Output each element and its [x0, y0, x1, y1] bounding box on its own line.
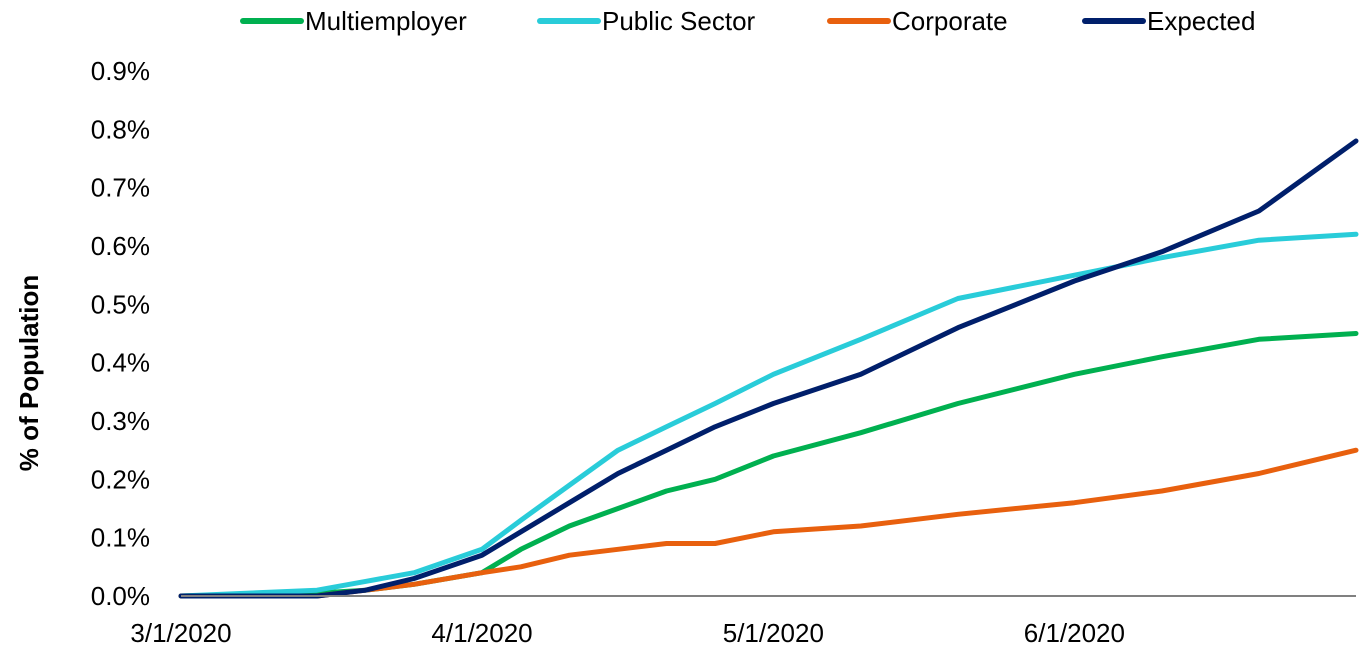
series-line-corporate — [178, 447, 1359, 599]
y-tick-label: 0.5% — [91, 289, 150, 319]
legend: Multiemployer Public Sector Corporate Expec… — [240, 6, 1255, 36]
x-tick-label: 6/1/2020 — [1024, 618, 1125, 648]
y-tick-label: 0.6% — [91, 231, 150, 261]
series-line-multiemployer — [178, 331, 1359, 599]
x-tick-label: 5/1/2020 — [723, 618, 824, 648]
legend-label: Multiemployer — [305, 6, 467, 36]
series-lines — [178, 138, 1359, 599]
series-line-expected — [178, 138, 1359, 599]
x-tick-label: 3/1/2020 — [130, 618, 231, 648]
series-line-public-sector — [178, 231, 1359, 599]
legend-item-corporate: Corporate — [827, 6, 1008, 36]
y-tick-label: 0.8% — [91, 114, 150, 144]
legend-item-public-sector: Public Sector — [537, 6, 756, 36]
y-tick-label: 0.7% — [91, 173, 150, 203]
y-tick-label: 0.4% — [91, 348, 150, 378]
legend-item-expected: Expected — [1082, 6, 1255, 36]
y-axis-label: % of Population — [14, 275, 44, 471]
y-tick-label: 0.0% — [91, 581, 150, 611]
legend-label: Corporate — [892, 6, 1008, 36]
legend-label: Public Sector — [602, 6, 756, 36]
y-tick-label: 0.9% — [91, 56, 150, 86]
y-axis-ticks: 0.0% 0.1% 0.2% 0.3% 0.4% 0.5% 0.6% 0.7% 0.8% 0.9% — [91, 56, 150, 611]
legend-item-multiemployer: Multiemployer — [240, 6, 467, 36]
legend-label: Expected — [1147, 6, 1255, 36]
y-tick-label: 0.2% — [91, 464, 150, 494]
y-tick-label: 0.1% — [91, 523, 150, 553]
x-tick-label: 4/1/2020 — [431, 618, 532, 648]
y-tick-label: 0.3% — [91, 406, 150, 436]
x-axis-ticks: 3/1/2020 4/1/2020 5/1/2020 6/1/2020 — [130, 618, 1125, 648]
